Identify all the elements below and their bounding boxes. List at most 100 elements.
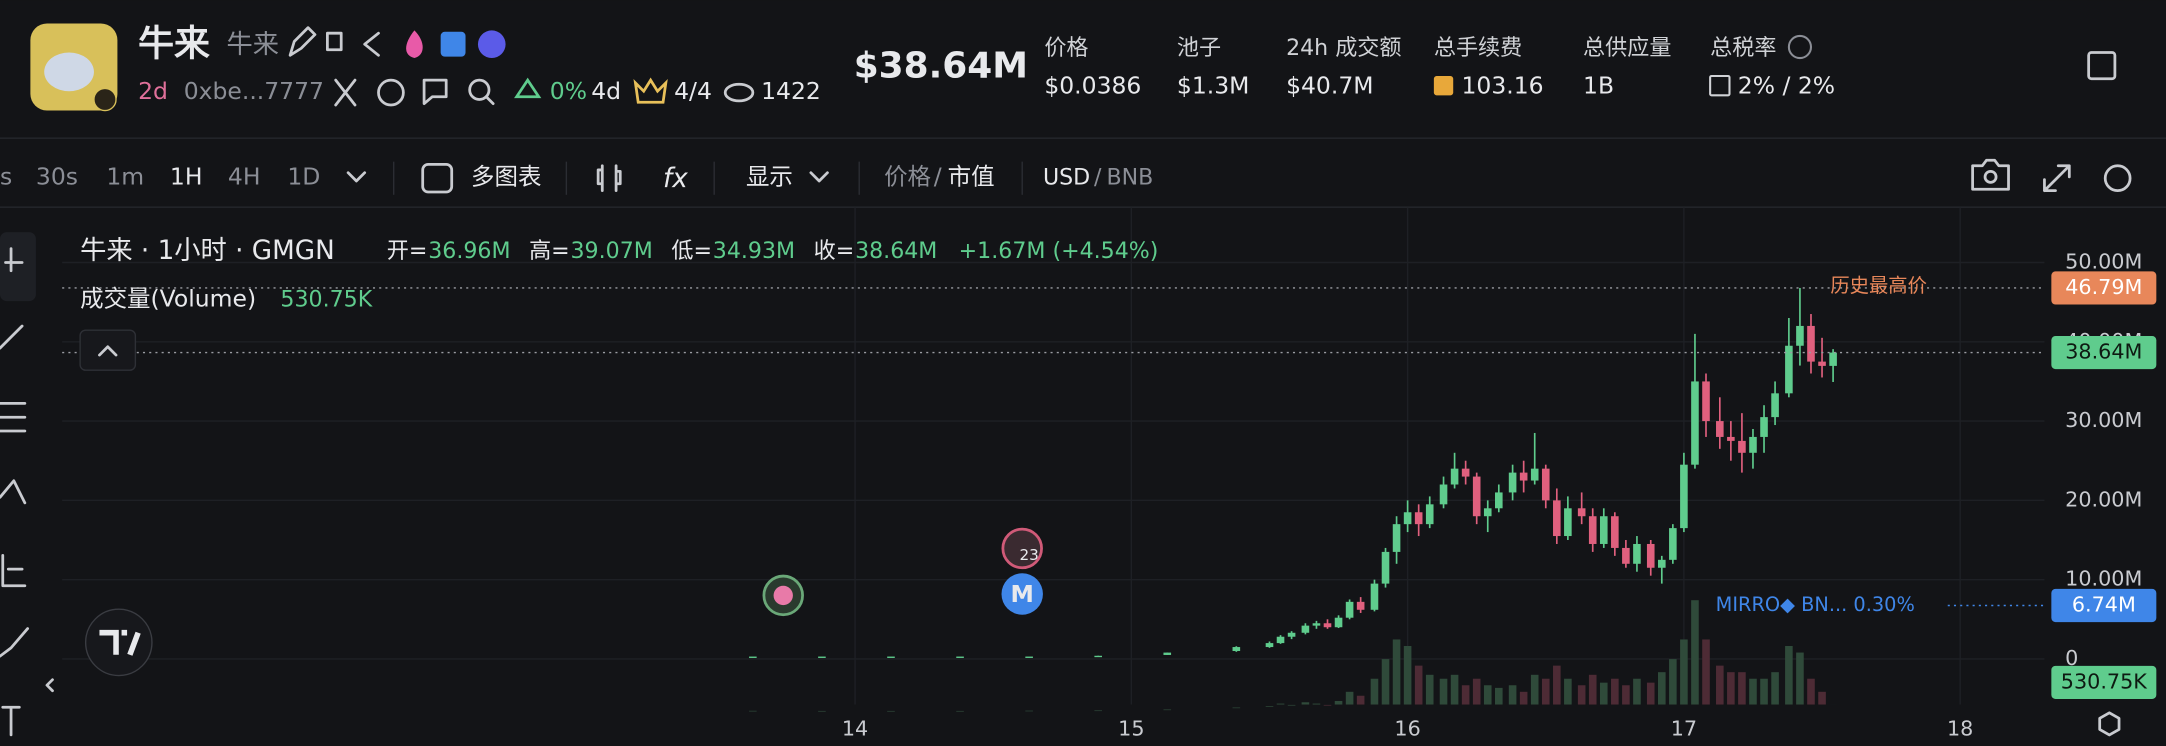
candle-body — [1232, 647, 1241, 652]
volume-bar — [887, 710, 895, 712]
volume-bar — [956, 710, 964, 712]
brush-tool[interactable] — [0, 627, 30, 658]
y-tick-label: 20.00M — [2065, 487, 2142, 511]
candle-body — [1727, 436, 1735, 441]
x-icon[interactable] — [334, 78, 357, 107]
interval[interactable]: 1D — [287, 163, 320, 191]
chain-icon[interactable] — [477, 30, 506, 59]
volume-bar — [1519, 691, 1528, 705]
candle-body — [1381, 551, 1390, 584]
candle-body — [1345, 601, 1354, 618]
pattern-tool[interactable] — [0, 479, 27, 505]
text-tool[interactable] — [1, 705, 21, 737]
expand-icon[interactable] — [2043, 164, 2071, 193]
holders-period: 4d — [591, 77, 621, 105]
candle-body — [1749, 436, 1757, 453]
avatar-art — [44, 52, 94, 92]
interval[interactable]: s — [0, 163, 12, 191]
candle-type-icon[interactable] — [596, 164, 622, 193]
panel-icon[interactable] — [2087, 51, 2117, 81]
cursor-tool[interactable] — [0, 232, 36, 302]
interval[interactable]: 4H — [228, 163, 261, 191]
event-marker-art — [773, 585, 793, 606]
volume-bar — [1530, 674, 1539, 705]
price-badge — [2051, 335, 2157, 370]
volume-bar — [1702, 639, 1710, 705]
candle-body — [1392, 524, 1401, 552]
currency[interactable]: USD — [1043, 165, 1090, 191]
line-tool[interactable] — [0, 324, 24, 350]
volume-bar — [1334, 700, 1343, 705]
volume-badge — [2051, 665, 2157, 699]
cursor-tool-icon — [4, 247, 24, 273]
stat-value: 2% / 2% — [1738, 72, 1835, 100]
volume-bar — [1508, 685, 1517, 705]
fib-tool[interactable] — [0, 402, 27, 433]
candle-body — [1439, 484, 1448, 505]
holders-change: 0% — [550, 77, 587, 105]
alt-currency[interactable]: BNB — [1106, 165, 1153, 191]
candle-body — [1680, 464, 1688, 529]
display-chevron[interactable] — [809, 171, 829, 183]
volume-bar — [1370, 678, 1379, 705]
interval[interactable]: 30s — [36, 163, 78, 191]
holder-icon — [514, 77, 542, 99]
candle-body — [887, 656, 895, 658]
volume-bar — [1785, 646, 1793, 705]
measure-tool[interactable] — [1, 553, 27, 588]
search-icon[interactable] — [468, 78, 491, 101]
candle-body — [1646, 543, 1655, 568]
volume-bar — [1381, 659, 1390, 705]
settings-icon[interactable] — [2103, 164, 2132, 193]
legend-change: +1.67M (+4.54%) — [959, 238, 1159, 264]
eye-icon — [723, 82, 755, 103]
axis-settings[interactable] — [2098, 711, 2121, 737]
event-marker[interactable] — [1001, 527, 1043, 570]
stat-label: 24h 成交额 — [1286, 35, 1401, 61]
volume-bar — [1669, 659, 1677, 705]
display-menu[interactable]: 显示 — [746, 163, 793, 191]
token-address[interactable]: 0xbe...7777 — [184, 77, 324, 105]
interval-chevron[interactable] — [346, 171, 367, 183]
multi-chart[interactable]: 多图表 — [471, 163, 541, 191]
volume-legend-label: 成交量(Volume) — [80, 284, 256, 312]
ohlc-label: 开= — [387, 238, 428, 264]
chat-icon[interactable] — [422, 78, 448, 106]
interval[interactable]: 1m — [106, 163, 144, 191]
collapse-legend[interactable] — [79, 329, 137, 371]
candle-body — [818, 656, 826, 658]
collapse-arrow[interactable] — [45, 678, 54, 693]
stat-label: 池子 — [1177, 35, 1221, 61]
candle-body — [1025, 656, 1033, 658]
stat-label: 总手续费 — [1434, 35, 1522, 61]
volume-bar — [1564, 678, 1572, 705]
candle-body — [1633, 543, 1641, 564]
flame-icon[interactable] — [406, 30, 423, 59]
indicator-icon[interactable]: fx — [663, 164, 688, 194]
token-name: 牛来 — [138, 24, 210, 65]
candle-body — [956, 656, 964, 658]
price-badge-label: 38.64M — [2065, 340, 2142, 364]
volume-bar — [1633, 678, 1641, 705]
web-icon[interactable] — [377, 78, 405, 107]
volume-bar — [1414, 665, 1423, 705]
intervals: s 30s 1m 1H 4H 1D — [0, 163, 320, 191]
candle-body — [1716, 421, 1724, 437]
help-icon[interactable] — [1787, 34, 1813, 60]
tradingview-logo[interactable] — [84, 608, 153, 677]
crown-count: 4/4 — [674, 77, 712, 105]
multi-chart-checkbox[interactable] — [421, 163, 454, 194]
price-mode[interactable]: 价格 — [884, 163, 931, 191]
camera-icon[interactable] — [1971, 158, 2010, 191]
crown-icon — [633, 77, 668, 104]
event-marker[interactable] — [1001, 573, 1043, 615]
header-icons[interactable] — [288, 26, 380, 57]
mcap-mode[interactable]: 市值 — [948, 163, 995, 191]
edit-icon[interactable] — [440, 31, 466, 57]
volume-bar — [1588, 674, 1597, 705]
plot: 1415161718010.00M20.00M30.00M40.00M50.00… — [62, 207, 2157, 740]
price-badge — [2051, 271, 2157, 305]
interval[interactable]: 1H — [170, 163, 203, 191]
volume-bar — [1622, 685, 1630, 705]
